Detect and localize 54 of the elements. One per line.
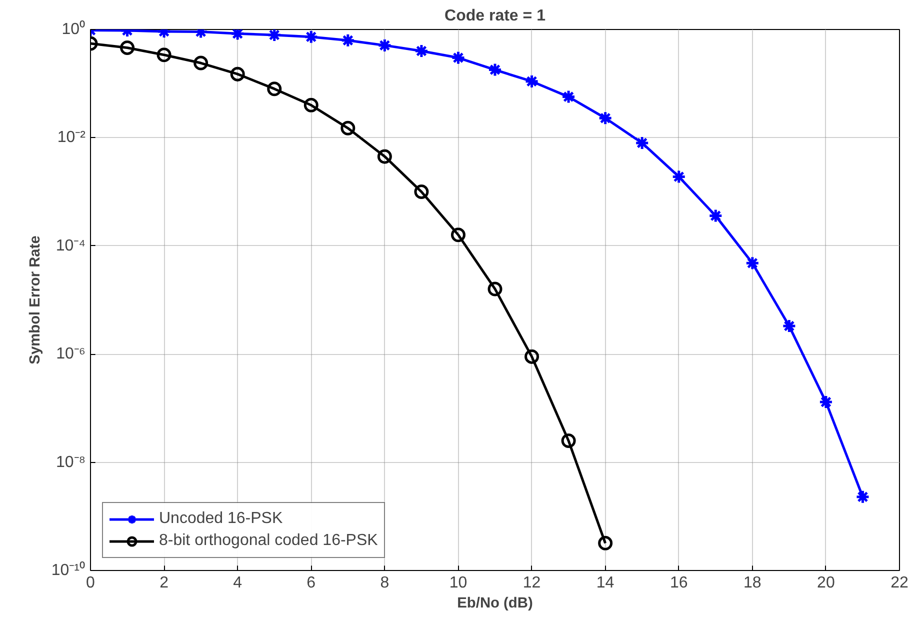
point — [156, 48, 172, 62]
point — [267, 82, 282, 96]
y-axis-title: Symbol Error Rate — [27, 236, 44, 364]
point — [561, 90, 576, 104]
point — [488, 282, 502, 296]
point — [524, 74, 540, 89]
point — [414, 44, 429, 58]
x-tick-label: 14 — [596, 574, 614, 592]
point — [450, 50, 466, 66]
point — [598, 536, 613, 550]
y-tick-label: 10⁻⁶ — [56, 346, 86, 363]
point — [304, 30, 318, 44]
y-tick-label: 10⁰ — [62, 20, 86, 38]
point — [745, 256, 760, 270]
x-tick-label: 16 — [670, 574, 688, 592]
x-tick-label: 10 — [449, 574, 468, 592]
point — [340, 120, 356, 136]
point — [524, 349, 540, 364]
point — [561, 434, 576, 448]
x-tick-label: 20 — [817, 574, 835, 592]
point — [488, 62, 502, 78]
legend-label: Uncoded 16-PSK — [159, 510, 283, 528]
point — [194, 56, 208, 70]
point — [377, 149, 392, 164]
point — [855, 490, 870, 504]
chart-title: Code rate = 1 — [444, 8, 546, 24]
point — [634, 136, 650, 150]
x-tick-label: 8 — [380, 574, 390, 592]
x-tick-label: 6 — [306, 574, 316, 592]
point — [230, 66, 245, 82]
x-tick-label: 12 — [522, 574, 541, 592]
point — [267, 30, 282, 42]
point — [450, 228, 466, 242]
point — [120, 40, 135, 55]
point — [414, 184, 429, 200]
x-axis-title: Eb/No (dB) — [457, 596, 533, 612]
x-tick-label: 18 — [744, 574, 762, 592]
point — [672, 169, 686, 184]
point — [708, 208, 723, 224]
y-tick-label: 10⁻⁴ — [56, 237, 86, 254]
x-tick-label: 4 — [233, 574, 242, 592]
legend-label: 8-bit orthogonal coded 16-PSK — [159, 532, 378, 550]
y-tick-label: 10⁻⁸ — [56, 454, 86, 471]
x-tick-label: 0 — [86, 574, 96, 592]
point — [304, 98, 318, 112]
point — [598, 110, 613, 126]
point — [377, 38, 392, 53]
x-tick-label: 22 — [890, 574, 908, 592]
x-tick-label: 2 — [160, 574, 169, 592]
point — [782, 318, 796, 334]
point — [340, 33, 356, 48]
y-tick-label: 10⁻¹⁰ — [51, 561, 86, 579]
y-tick-label: 10⁻² — [57, 129, 86, 146]
point — [818, 394, 834, 410]
